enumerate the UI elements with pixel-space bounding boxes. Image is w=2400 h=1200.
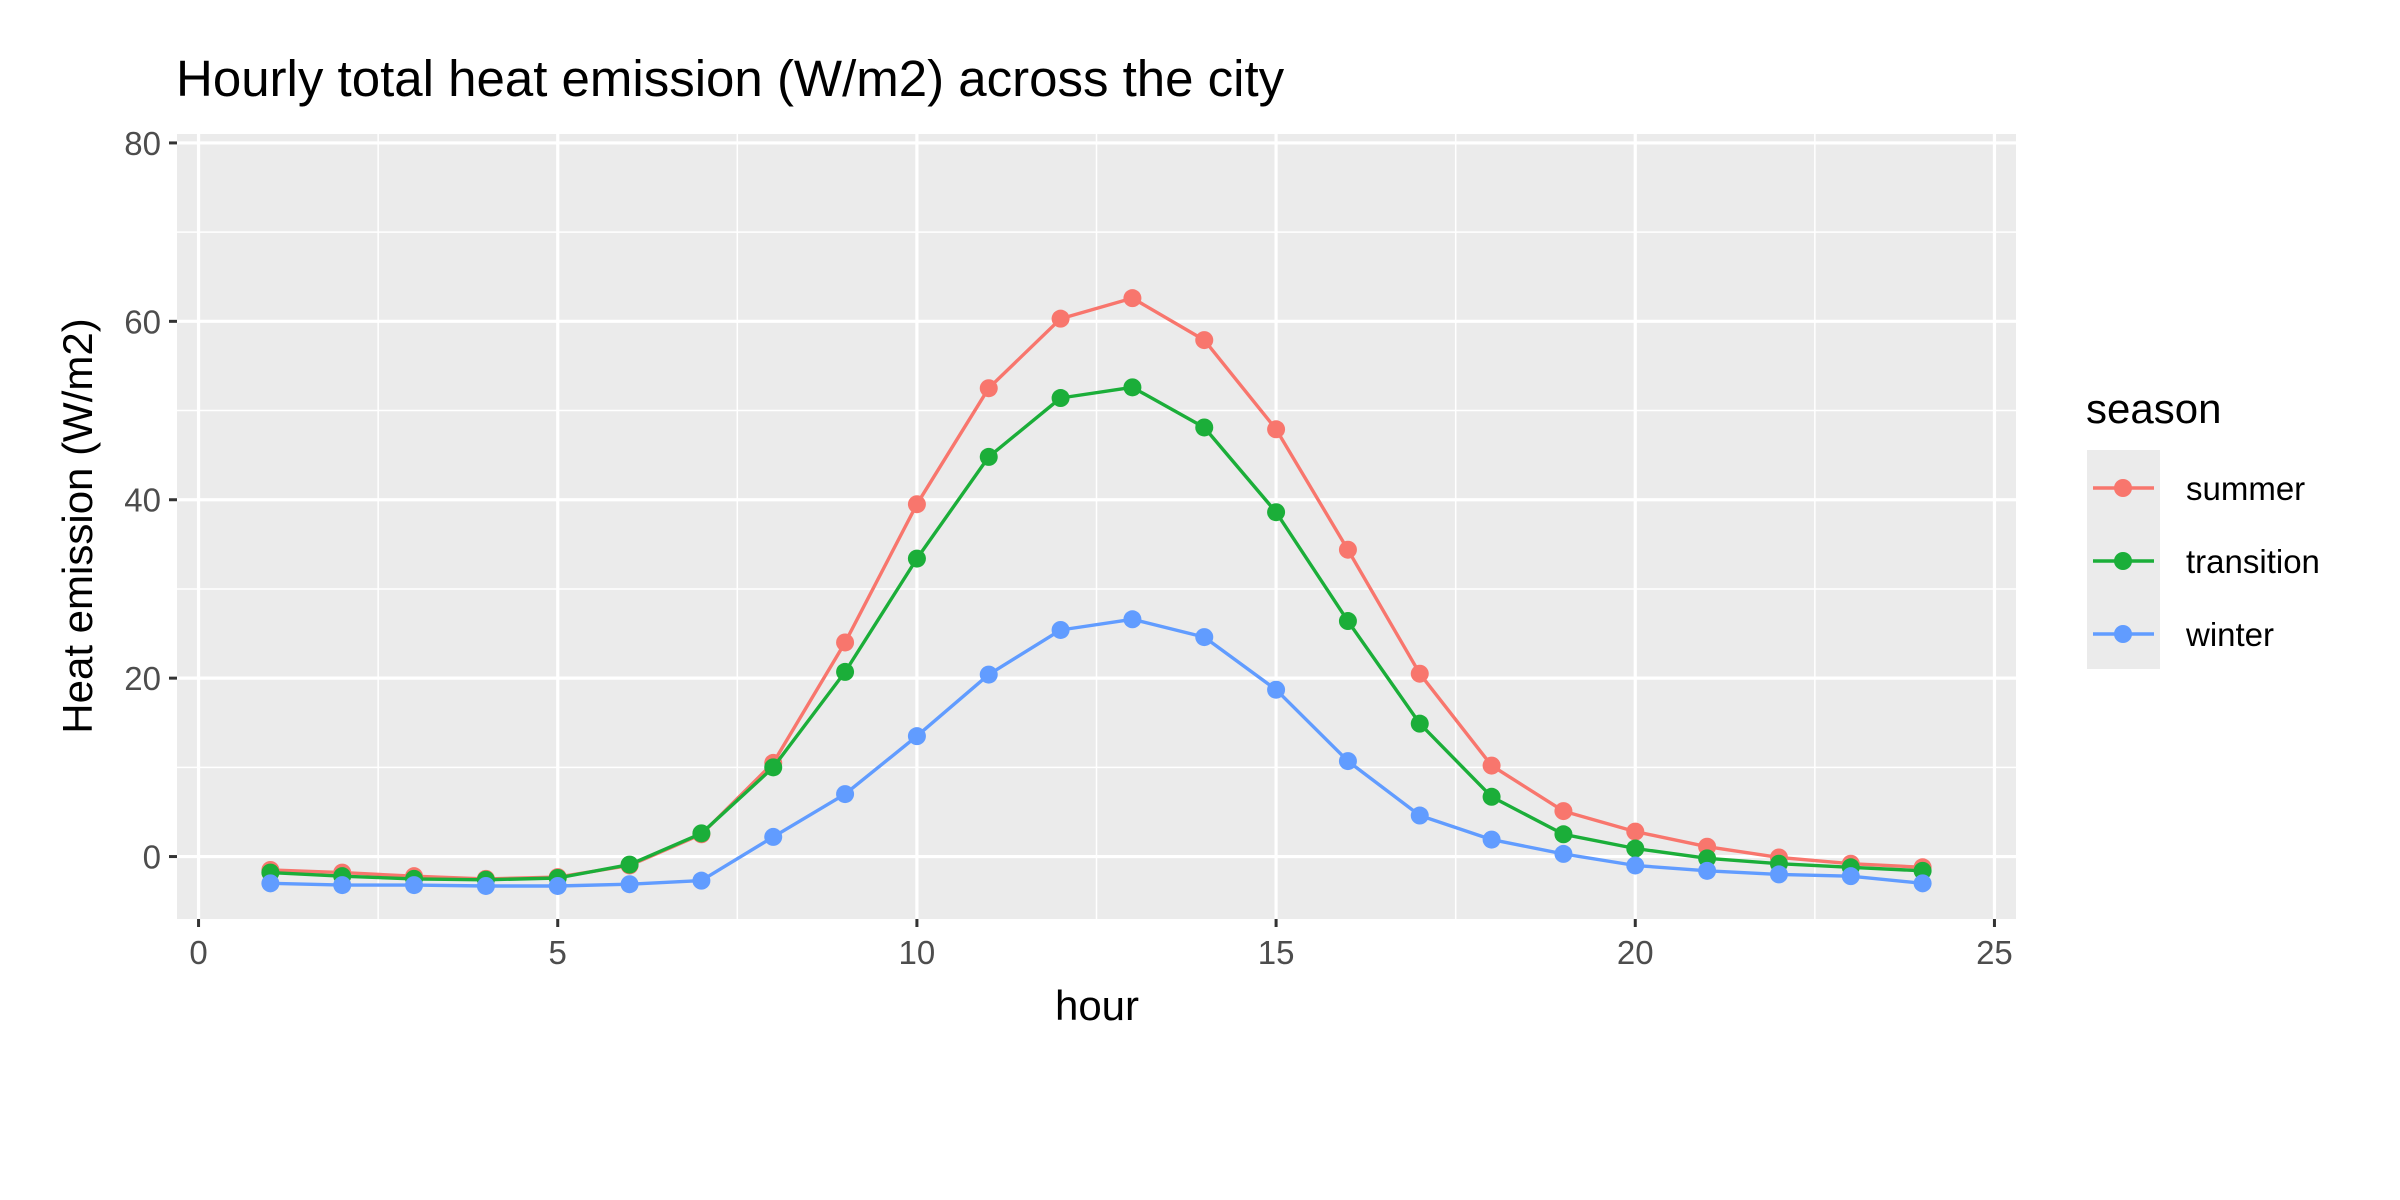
point-transition xyxy=(1482,787,1501,806)
point-winter xyxy=(620,875,639,894)
y-tick-label: 20 xyxy=(124,660,161,697)
legend-key-point-winter xyxy=(2114,625,2132,643)
point-winter xyxy=(261,874,280,893)
minor-gridlines xyxy=(177,134,2016,919)
legend-label-transition: transition xyxy=(2186,543,2320,580)
x-tick-label: 10 xyxy=(899,934,936,971)
point-winter xyxy=(1841,867,1860,886)
point-winter xyxy=(1913,874,1932,893)
point-transition xyxy=(1338,612,1357,631)
point-winter xyxy=(1338,752,1357,771)
point-transition xyxy=(1123,378,1142,397)
chart-title: Hourly total heat emission (W/m2) across… xyxy=(176,50,1285,107)
point-transition xyxy=(979,447,998,466)
legend-title: season xyxy=(2086,385,2221,432)
point-winter xyxy=(1769,865,1788,884)
point-summer xyxy=(1554,802,1573,821)
point-winter xyxy=(692,871,711,890)
x-tick-label: 20 xyxy=(1617,934,1654,971)
x-axis-label: hour xyxy=(1055,982,1139,1029)
y-tick-label: 40 xyxy=(124,482,161,519)
point-summer xyxy=(1338,540,1357,559)
point-transition xyxy=(1051,389,1070,408)
point-winter xyxy=(1410,806,1429,825)
point-transition xyxy=(907,549,926,568)
point-winter xyxy=(1267,680,1286,699)
point-transition xyxy=(836,662,855,681)
legend-label-summer: summer xyxy=(2186,470,2305,507)
point-transition xyxy=(1698,849,1717,868)
point-summer xyxy=(836,633,855,652)
point-transition xyxy=(1267,503,1286,522)
point-transition xyxy=(1554,825,1573,844)
point-winter xyxy=(405,876,424,895)
point-transition xyxy=(1626,839,1645,858)
point-winter xyxy=(548,876,567,895)
point-winter xyxy=(836,785,855,804)
point-transition xyxy=(764,758,783,777)
y-axis-label: Heat emission (W/m2) xyxy=(54,318,101,733)
point-summer xyxy=(1410,664,1429,683)
point-transition xyxy=(1195,418,1214,437)
point-summer xyxy=(1195,331,1214,350)
point-winter xyxy=(1554,844,1573,863)
point-winter xyxy=(1051,620,1070,639)
series-line-transition xyxy=(270,385,1923,882)
point-transition xyxy=(1410,714,1429,733)
major-gridlines xyxy=(177,134,2016,919)
legend: season summer transition winter xyxy=(2086,385,2320,669)
point-winter xyxy=(1482,830,1501,849)
point-summer xyxy=(1051,309,1070,328)
point-summer xyxy=(907,495,926,514)
series-line-winter xyxy=(270,617,1923,888)
point-winter xyxy=(1698,861,1717,880)
point-winter xyxy=(1626,856,1645,875)
point-winter xyxy=(476,876,495,895)
point-winter xyxy=(979,665,998,684)
point-winter xyxy=(907,727,926,746)
point-transition xyxy=(1913,861,1932,880)
point-winter xyxy=(1195,628,1214,647)
point-summer xyxy=(1482,756,1501,775)
legend-key-point-summer xyxy=(2114,479,2132,497)
legend-label-winter: winter xyxy=(2185,616,2274,653)
x-tick-label: 0 xyxy=(189,934,207,971)
legend-key-point-transition xyxy=(2114,552,2132,570)
point-winter xyxy=(1123,610,1142,629)
series-layer xyxy=(261,289,1932,895)
axes-layer: 0 5 10 15 20 25 0 20 40 60 80 xyxy=(124,125,2013,971)
point-transition xyxy=(620,855,639,874)
x-tick-label: 5 xyxy=(549,934,567,971)
point-summer xyxy=(979,379,998,398)
point-summer xyxy=(1123,289,1142,308)
point-winter xyxy=(764,827,783,846)
x-tick-label: 25 xyxy=(1976,934,2013,971)
point-transition xyxy=(692,824,711,843)
point-summer xyxy=(1626,822,1645,841)
y-tick-label: 80 xyxy=(124,125,161,162)
x-tick-label: 15 xyxy=(1258,934,1295,971)
point-summer xyxy=(1267,420,1286,439)
y-tick-label: 0 xyxy=(143,839,161,876)
y-tick-label: 60 xyxy=(124,303,161,340)
point-winter xyxy=(333,876,352,895)
